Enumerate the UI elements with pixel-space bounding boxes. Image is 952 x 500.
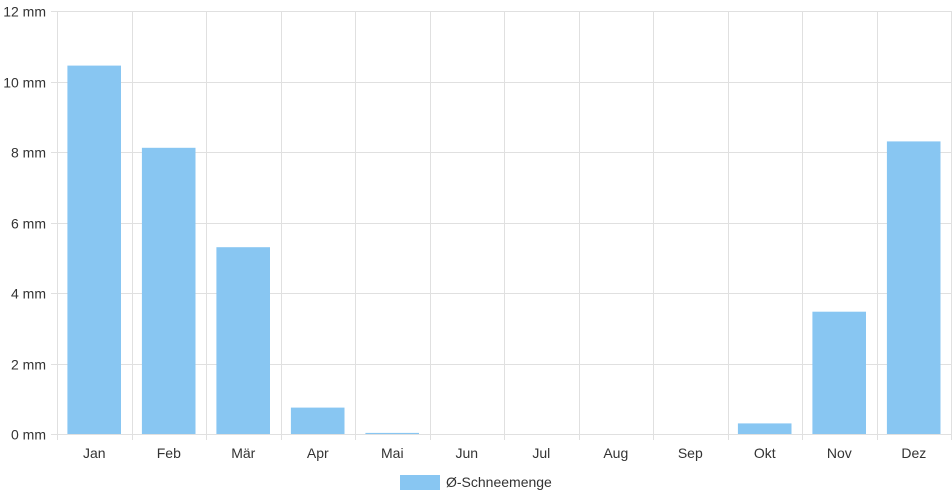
x-tick-label: Jul <box>532 445 550 461</box>
legend-swatch[interactable] <box>400 475 440 490</box>
x-tick-label: Mär <box>231 445 255 461</box>
x-tick-label: Dez <box>901 445 926 461</box>
bar-Jan[interactable] <box>67 65 121 434</box>
legend[interactable]: Ø-Schneemenge <box>400 474 552 490</box>
bar-Mär[interactable] <box>216 247 270 434</box>
x-tick-label: Nov <box>827 445 852 461</box>
x-tick-label: Aug <box>603 445 628 461</box>
bar-Dez[interactable] <box>886 141 941 434</box>
x-tick-label: Feb <box>157 445 181 461</box>
y-tick-label: 4 mm <box>11 286 46 302</box>
y-tick-label: 10 mm <box>3 75 46 91</box>
bar-Nov[interactable] <box>812 311 866 434</box>
x-tick-label: Jun <box>456 445 479 461</box>
y-tick-label: 8 mm <box>11 145 46 161</box>
y-tick-label: 12 mm <box>3 4 46 20</box>
x-tick-label: Okt <box>754 445 776 461</box>
y-tick-label: 2 mm <box>11 357 46 373</box>
x-axis: Jan Feb Mär Apr Mai Jun Jul Aug Sep Okt Nov Dez <box>83 445 926 461</box>
x-tick-label: Jan <box>83 445 106 461</box>
bar-Apr[interactable] <box>290 407 345 434</box>
x-tick-label: Sep <box>678 445 703 461</box>
y-tick-label: 0 mm <box>11 427 46 443</box>
y-tick-label: 6 mm <box>11 216 46 232</box>
x-tick-label: Mai <box>381 445 404 461</box>
y-axis: 0 mm 2 mm 4 mm 6 mm 8 mm 10 mm 12 mm <box>3 4 46 443</box>
bar-Okt[interactable] <box>737 423 792 434</box>
legend-label[interactable]: Ø-Schneemenge <box>446 474 552 490</box>
bars <box>67 65 941 435</box>
grid <box>51 11 952 440</box>
bar-Mai[interactable] <box>365 432 419 434</box>
bar-Feb[interactable] <box>141 147 196 435</box>
x-tick-label: Apr <box>307 445 329 461</box>
